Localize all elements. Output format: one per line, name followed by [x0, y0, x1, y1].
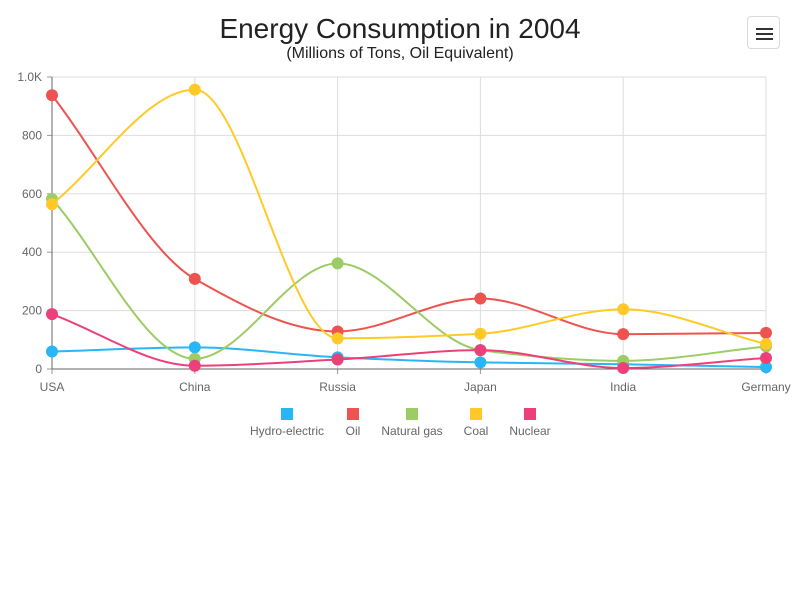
legend-item-hydro-electric[interactable]: Hydro-electric [250, 408, 324, 438]
y-tick-label: 800 [22, 128, 42, 142]
series-line-oil [51, 94, 767, 336]
data-point-natural-gas[interactable] [331, 257, 344, 270]
y-tick-label: 600 [22, 187, 42, 201]
data-point-hydro-electric[interactable] [760, 361, 772, 374]
data-point-coal[interactable] [617, 303, 630, 316]
data-point-hydro-electric[interactable] [474, 356, 487, 369]
x-tick-label: Germany [741, 380, 790, 394]
legend-label: Natural gas [381, 424, 442, 438]
x-tick-label: USA [40, 380, 65, 394]
x-tick-label: India [610, 380, 636, 394]
data-point-oil[interactable] [188, 272, 201, 285]
x-tick-label: Japan [464, 380, 497, 394]
legend-label: Coal [464, 424, 489, 438]
x-tick-label: Russia [319, 380, 356, 394]
chart-menu-button[interactable] [747, 16, 780, 49]
data-point-oil[interactable] [760, 326, 772, 339]
y-tick-label: 1.0K [17, 70, 42, 84]
data-point-nuclear[interactable] [760, 351, 772, 364]
legend-swatch [470, 408, 482, 420]
grid-layer [51, 76, 767, 370]
data-point-hydro-electric[interactable] [188, 341, 201, 354]
legend-item-oil[interactable]: Oil [346, 408, 361, 438]
data-point-nuclear[interactable] [188, 359, 201, 372]
data-point-nuclear[interactable] [331, 353, 344, 366]
hamburger-icon [748, 17, 779, 48]
series-line-hydro-electric [51, 346, 767, 369]
legend-label: Hydro-electric [250, 424, 324, 438]
legend-label: Oil [346, 424, 361, 438]
data-point-coal[interactable] [474, 327, 487, 340]
data-point-coal[interactable] [760, 337, 772, 350]
legend-swatch [524, 408, 536, 420]
series-layer [46, 83, 772, 375]
chart-title: Energy Consumption in 2004 [219, 13, 580, 44]
legend-label: Nuclear [509, 424, 550, 438]
y-tick-label: 200 [22, 304, 42, 318]
legend-layer: Hydro-electric Oil Natural gas Coal Nuclear [250, 408, 551, 438]
axis-layer: 0 200 400 600 800 1.0K USA China Russia Japan Indi… [17, 70, 790, 394]
data-point-nuclear[interactable] [617, 362, 630, 375]
data-point-nuclear[interactable] [46, 308, 58, 321]
y-tick-label: 0 [35, 362, 42, 376]
legend-item-natural-gas[interactable]: Natural gas [381, 408, 443, 438]
data-point-hydro-electric[interactable] [46, 345, 58, 358]
legend-item-coal[interactable]: Coal [464, 408, 489, 438]
legend-swatch [347, 408, 359, 420]
data-point-coal[interactable] [331, 332, 344, 345]
data-point-oil[interactable] [617, 328, 630, 341]
data-point-nuclear[interactable] [474, 344, 487, 357]
data-point-oil[interactable] [46, 89, 58, 102]
y-tick-label: 400 [22, 245, 42, 259]
legend-swatch [281, 408, 293, 420]
chart-subtitle: (Millions of Tons, Oil Equivalent) [286, 45, 513, 62]
data-point-coal[interactable] [46, 198, 58, 211]
legend-item-nuclear[interactable]: Nuclear [509, 408, 551, 438]
series-line-natural-gas [51, 198, 767, 362]
data-point-oil[interactable] [474, 292, 487, 305]
legend-swatch [406, 408, 418, 420]
series-line-nuclear [51, 313, 767, 370]
data-point-coal[interactable] [188, 83, 201, 96]
series-line-coal [51, 88, 767, 345]
x-tick-label: China [179, 380, 211, 394]
